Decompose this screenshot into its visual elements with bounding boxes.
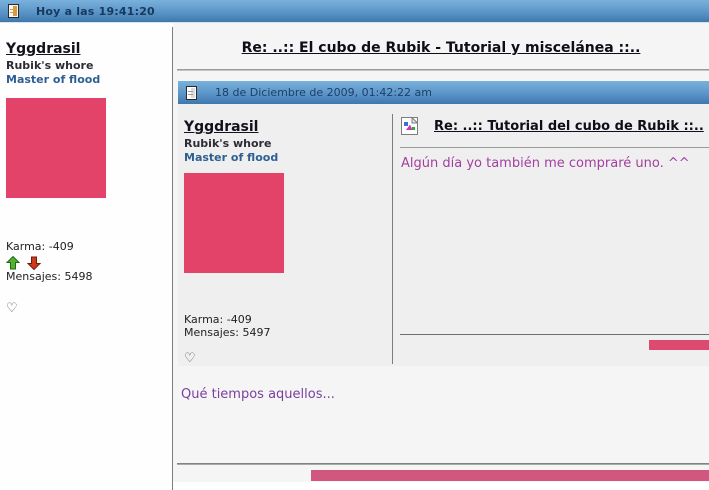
karma-label: Karma: -409: [6, 240, 74, 253]
post-time-label: Hoy a las 19:41:20: [36, 4, 155, 18]
quoted-poster-panel: Yggdrasil Rubik's whore Master of flood …: [178, 104, 392, 366]
document-icon: [8, 4, 19, 18]
messages-count-label: Mensajes: 5498: [6, 270, 93, 283]
karma-actions: [6, 255, 164, 270]
post-text: Qué tiempos aquellos...: [181, 387, 335, 402]
poster-group-label: Master of flood: [184, 151, 279, 164]
karma-label: Karma: -409: [184, 313, 252, 326]
messages-count-label: Mensajes: 5497: [184, 326, 271, 339]
column-divider: [392, 114, 393, 364]
quoted-post: 18 de Diciembre de 2009, 01:42:22 am Ygg…: [178, 81, 709, 366]
quoted-post-text: Algún día yo también me compraré uno. ^^: [401, 156, 690, 171]
poster-custom-title: Rubik's whore: [6, 59, 94, 72]
horizontal-rule: [400, 334, 709, 335]
poster-name-link[interactable]: Yggdrasil: [6, 41, 81, 57]
gender-heart-icon: ♡: [184, 351, 196, 366]
poster-avatar: [6, 98, 106, 198]
quoted-post-datebar: 18 de Diciembre de 2009, 01:42:22 am: [178, 81, 709, 104]
column-divider: [172, 27, 173, 490]
quoted-post-message: Re: ..:: Tutorial del cubo de Rubik ::..…: [392, 104, 709, 366]
poster-name-link[interactable]: Yggdrasil: [184, 119, 259, 135]
quoted-post-date: 18 de Diciembre de 2009, 01:42:22 am: [215, 86, 432, 99]
image-placeholder-icon: [401, 117, 418, 135]
quoted-post-body: Yggdrasil Rubik's whore Master of flood …: [178, 104, 709, 366]
document-icon: [186, 85, 197, 100]
horizontal-rule: [177, 69, 709, 71]
poster-custom-title: Rubik's whore: [184, 137, 272, 150]
signature-image: [311, 470, 709, 481]
topbar: Hoy a las 19:41:20: [0, 0, 709, 23]
topic-title-link[interactable]: Re: ..:: El cubo de Rubik - Tutorial y m…: [241, 40, 641, 56]
post-content-area: Re: ..:: El cubo de Rubik - Tutorial y m…: [173, 23, 709, 482]
gender-heart-icon: ♡: [6, 301, 18, 316]
signature-image: [649, 340, 709, 350]
horizontal-rule: [177, 463, 709, 465]
quoted-post-header: Re: ..:: Tutorial del cubo de Rubik ::..: [401, 117, 709, 135]
quoted-subject-link[interactable]: Re: ..:: Tutorial del cubo de Rubik ::..: [434, 118, 704, 134]
applaud-up-arrow-icon[interactable]: [6, 255, 20, 270]
smite-down-arrow-icon[interactable]: [27, 256, 41, 270]
poster-group-label: Master of flood: [6, 73, 101, 86]
poster-avatar: [184, 173, 284, 273]
horizontal-rule: [400, 147, 709, 148]
outer-poster-panel: Yggdrasil Rubik's whore Master of flood …: [0, 23, 172, 490]
